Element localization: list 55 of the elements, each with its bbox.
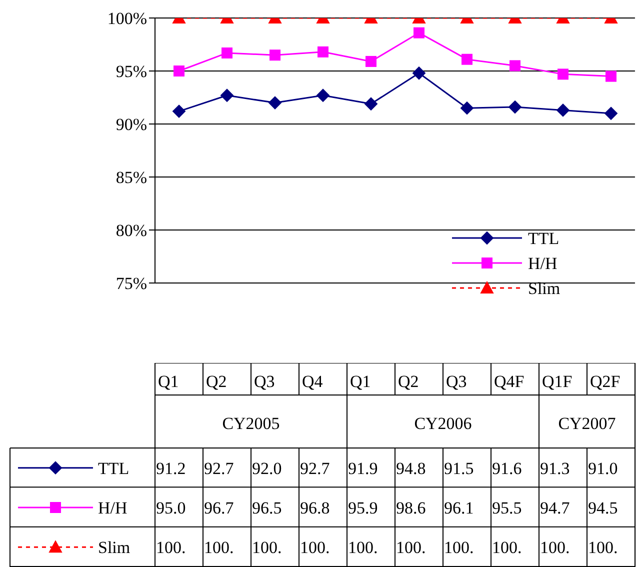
y-tick-label: 80%: [116, 221, 147, 240]
x-tick-label: Q2F: [590, 372, 620, 391]
data-label: 96.5: [252, 498, 282, 518]
data-label: 96.1: [444, 498, 474, 518]
data-label: 100.: [396, 538, 426, 558]
data-label: 96.7: [204, 498, 234, 518]
data-label: 100.: [156, 538, 186, 558]
data-label: 100.: [204, 538, 234, 558]
data-label: 92.0: [252, 458, 282, 478]
data-label: 94.5: [588, 498, 618, 518]
legend-label: Slim: [528, 279, 560, 298]
data-label: 92.7: [204, 458, 234, 478]
text: CY2007: [558, 414, 616, 433]
x-tick-label: Q1: [158, 372, 179, 391]
data-label: 95.5: [492, 498, 522, 518]
data-label: 100.: [300, 538, 330, 558]
data-label: 100.: [492, 538, 522, 558]
x-tick-label: Q3: [254, 372, 275, 391]
data-label: 94.8: [396, 458, 426, 478]
y-tick-label: 90%: [116, 115, 147, 134]
y-tick-label: 100%: [107, 9, 147, 28]
legend-label: H/H: [528, 254, 558, 273]
text: TTL: [98, 458, 130, 478]
data-label: 100.: [348, 538, 378, 558]
text: H/H: [98, 498, 128, 518]
data-label: 100.: [252, 538, 282, 558]
data-label: 92.7: [300, 458, 330, 478]
data-label: 98.6: [396, 498, 426, 518]
data-label: 91.3: [540, 458, 570, 478]
data-label: 100.: [540, 538, 570, 558]
y-tick-label: 85%: [116, 168, 147, 188]
legend-label: TTL: [528, 229, 560, 248]
x-tick-label: Q3: [446, 372, 467, 391]
data-label: 100.: [588, 538, 618, 558]
y-tick-label: 95%: [116, 62, 147, 82]
data-label: 91.2: [156, 458, 186, 478]
data-label: 95.9: [348, 498, 378, 518]
data-label: 91.5: [444, 458, 474, 478]
data-label: 91.0: [588, 458, 618, 478]
data-label: 91.9: [348, 458, 378, 478]
x-tick-label: Q1: [350, 372, 371, 391]
data-label: 94.7: [540, 498, 570, 518]
data-label: 91.6: [492, 458, 522, 478]
x-tick-label: Q4: [302, 372, 324, 391]
x-tick-label: Q4F: [494, 372, 524, 391]
text: CY2005: [222, 414, 280, 433]
data-label: 96.8: [300, 498, 330, 518]
text: CY2006: [414, 414, 472, 433]
data-label: 100.: [444, 538, 474, 558]
data-label: 95.0: [156, 498, 186, 518]
x-tick-label: Q2: [398, 372, 419, 391]
x-tick-label: Q1F: [542, 372, 572, 391]
y-tick-label: 75%: [116, 274, 147, 294]
text: Slim: [98, 538, 130, 558]
x-tick-label: Q2: [206, 372, 227, 391]
